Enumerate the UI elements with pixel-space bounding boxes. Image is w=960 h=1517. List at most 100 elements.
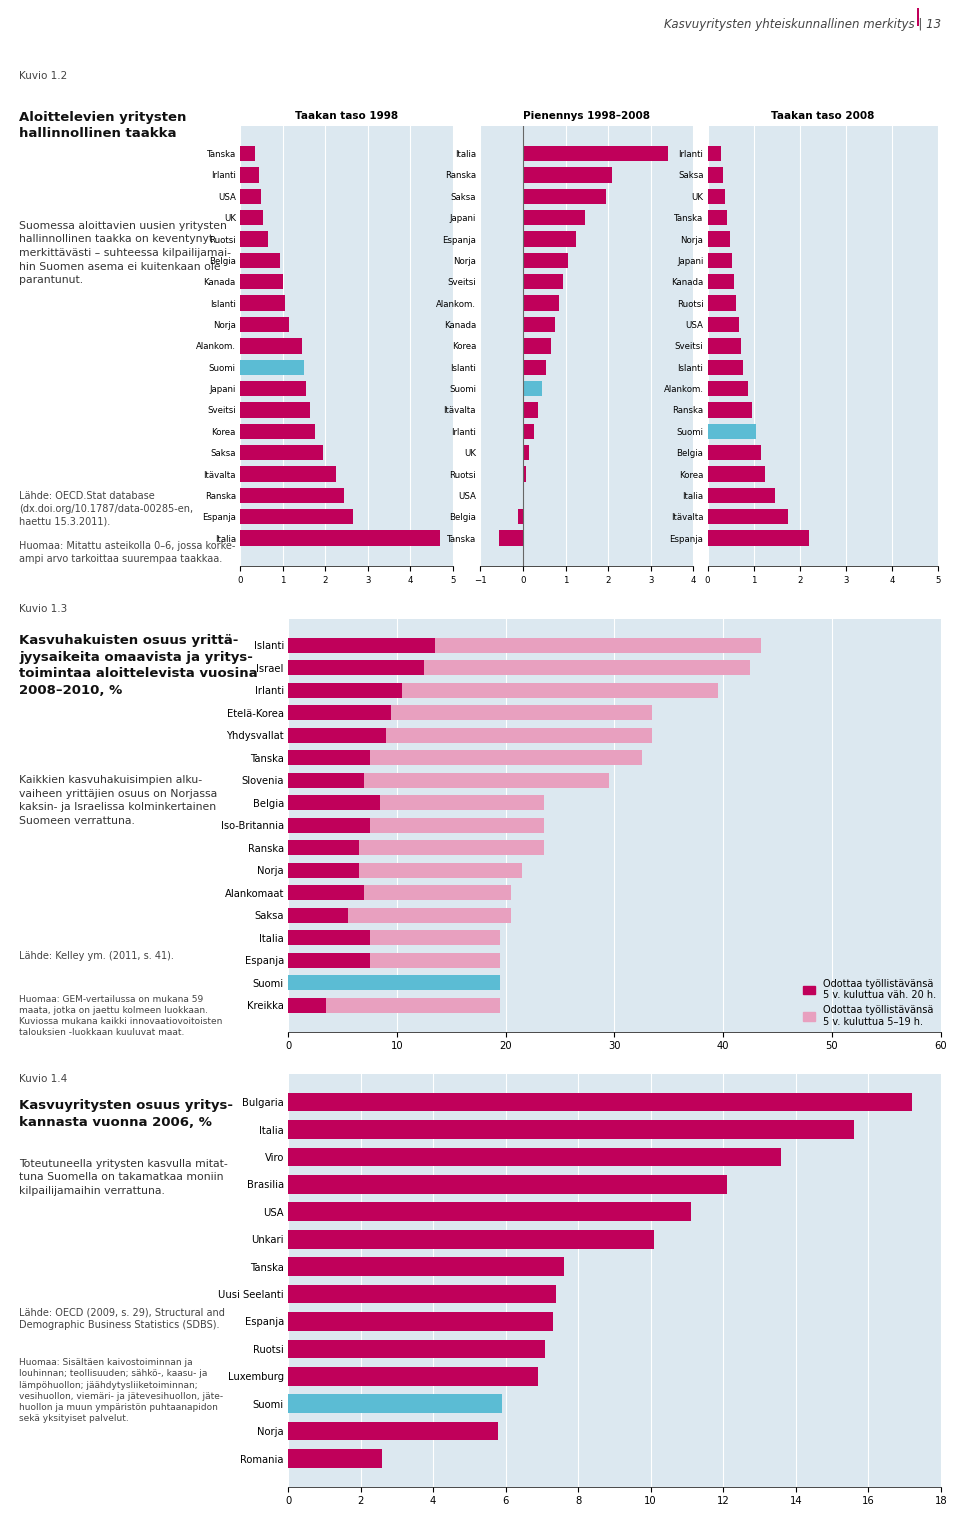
Bar — [288, 1421, 498, 1441]
Bar — [288, 930, 370, 945]
Text: Kasvuhakuisten osuus yrittä-
jyysaikeita omaavista ja yritys-
toimintaa aloittel: Kasvuhakuisten osuus yrittä- jyysaikeita… — [19, 634, 258, 696]
Bar — [523, 338, 551, 353]
Bar — [288, 1092, 912, 1112]
Bar — [240, 167, 259, 182]
Bar — [708, 253, 732, 269]
Bar — [288, 1230, 655, 1248]
Bar — [288, 953, 370, 968]
Bar — [523, 402, 538, 417]
Bar — [708, 360, 743, 375]
Bar — [523, 188, 606, 203]
Text: Suomessa aloittavien uusien yritysten
hallinnollinen taakka on keventynyt
merkit: Suomessa aloittavien uusien yritysten ha… — [19, 221, 231, 285]
Text: Toteutuneella yritysten kasvulla mitat-
tuna Suomella on takamatkaa moniin
kilpa: Toteutuneella yritysten kasvulla mitat- … — [19, 1159, 228, 1195]
Bar — [523, 488, 524, 504]
Bar — [708, 423, 756, 438]
Bar — [523, 360, 546, 375]
Bar — [288, 1449, 382, 1468]
Text: Lähde: OECD.Stat database
(dx.doi.org/10.1787/data-00285-en,
haettu 15.3.2011).: Lähde: OECD.Stat database (dx.doi.org/10… — [19, 492, 193, 526]
Bar — [288, 795, 380, 810]
Bar — [288, 884, 364, 901]
Bar — [288, 660, 751, 675]
Text: Kaikkien kasvuhakuisimpien alku-
vaiheen yrittäjien osuus on Norjassa
kaksin- ja: Kaikkien kasvuhakuisimpien alku- vaiheen… — [19, 775, 218, 825]
Bar — [288, 637, 761, 652]
Bar — [708, 531, 809, 546]
Bar — [240, 466, 336, 482]
Bar — [288, 683, 718, 698]
Bar — [288, 1394, 502, 1412]
Bar — [288, 749, 370, 766]
Bar — [708, 167, 723, 182]
Text: Huomaa: Sisältäen kaivostoiminnan ja
louhinnan; teollisuuden; sähkö-, kaasu- ja
: Huomaa: Sisältäen kaivostoiminnan ja lou… — [19, 1358, 224, 1423]
Bar — [240, 188, 261, 203]
Bar — [288, 772, 364, 787]
Bar — [288, 705, 392, 721]
Bar — [240, 209, 263, 226]
Title: Taakan taso 1998: Taakan taso 1998 — [295, 111, 398, 121]
Bar — [288, 795, 543, 810]
Bar — [288, 749, 641, 766]
Bar — [708, 232, 730, 247]
Bar — [288, 1312, 553, 1330]
Bar — [288, 728, 653, 743]
Bar — [288, 907, 348, 922]
Bar — [288, 840, 359, 856]
Text: Aloittelevien yritysten
hallinnollinen taakka: Aloittelevien yritysten hallinnollinen t… — [19, 111, 186, 140]
Bar — [240, 253, 280, 269]
Bar — [288, 705, 653, 721]
Title: Pienennys 1998–2008: Pienennys 1998–2008 — [523, 111, 650, 121]
Bar — [708, 510, 788, 525]
Bar — [288, 1285, 557, 1303]
Bar — [240, 296, 285, 311]
Bar — [523, 444, 529, 460]
Bar — [288, 907, 511, 922]
Bar — [288, 975, 337, 991]
Bar — [288, 998, 326, 1013]
Bar — [288, 863, 522, 878]
Bar — [288, 975, 500, 991]
Bar — [708, 402, 753, 417]
Bar — [240, 146, 255, 161]
Legend: Odottaa työllistävänsä
5 v. kuluttua väh. 20 h., Odottaa työllistävänsä
5 v. kul: Odottaa työllistävänsä 5 v. kuluttua väh… — [804, 978, 936, 1027]
Bar — [240, 488, 345, 504]
Bar — [240, 423, 315, 438]
Bar — [288, 863, 359, 878]
Bar — [708, 444, 760, 460]
Text: Huomaa: Mitattu asteikolla 0–6, jossa korke-
ampi arvo tarkoittaa suurempaa taak: Huomaa: Mitattu asteikolla 0–6, jossa ko… — [19, 542, 235, 564]
Bar — [523, 423, 534, 438]
Bar — [240, 275, 282, 290]
Bar — [288, 1148, 781, 1167]
Bar — [288, 660, 424, 675]
Bar — [288, 637, 435, 652]
Bar — [288, 840, 543, 856]
Bar — [523, 146, 668, 161]
Bar — [523, 466, 526, 482]
Bar — [708, 317, 738, 332]
Bar — [708, 275, 734, 290]
Text: Kuvio 1.3: Kuvio 1.3 — [19, 604, 67, 613]
Bar — [288, 1340, 545, 1358]
Text: Kuvio 1.4: Kuvio 1.4 — [19, 1074, 67, 1083]
Bar — [288, 953, 500, 968]
Bar — [288, 998, 500, 1013]
Bar — [523, 296, 559, 311]
Text: Kasvuyritysten yhteiskunnallinen merkitys | 13: Kasvuyritysten yhteiskunnallinen merkity… — [663, 18, 941, 32]
Bar — [523, 253, 567, 269]
Bar — [708, 381, 748, 396]
Bar — [240, 360, 304, 375]
Bar — [523, 381, 542, 396]
Bar — [499, 531, 523, 546]
Bar — [708, 188, 725, 203]
Bar — [708, 296, 736, 311]
Text: Lähde: OECD (2009, s. 29), Structural and
Demographic Business Statistics (SDBS): Lähde: OECD (2009, s. 29), Structural an… — [19, 1308, 225, 1330]
Bar — [288, 930, 500, 945]
Bar — [523, 275, 564, 290]
Bar — [240, 232, 268, 247]
Bar — [240, 510, 353, 525]
Bar — [517, 510, 523, 525]
Text: Lähde: Kelley ym. (2011, s. 41).: Lähde: Kelley ym. (2011, s. 41). — [19, 951, 174, 962]
Text: Kasvuyritysten osuus yritys-
kannasta vuonna 2006, %: Kasvuyritysten osuus yritys- kannasta vu… — [19, 1100, 233, 1129]
Bar — [708, 209, 727, 226]
Bar — [523, 232, 576, 247]
Bar — [240, 531, 441, 546]
Bar — [240, 317, 289, 332]
